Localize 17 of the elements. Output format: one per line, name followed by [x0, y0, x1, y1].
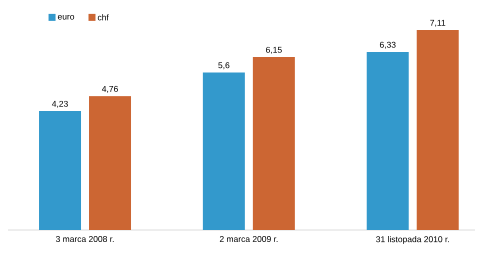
- bar: [252, 57, 295, 230]
- data-label: 4,76: [102, 86, 118, 93]
- x-tick-label: 31 listopada 2010 r.: [376, 236, 449, 244]
- legend-label: chf: [98, 14, 109, 20]
- legend-label: euro: [58, 14, 74, 20]
- bar: [366, 52, 409, 230]
- x-tick-label: 3 marca 2008 r.: [56, 236, 114, 242]
- bar: [416, 30, 459, 230]
- bar: [202, 72, 245, 230]
- bar: [39, 111, 82, 230]
- data-label: 7,11: [430, 20, 446, 27]
- data-label: 6,33: [380, 42, 396, 49]
- data-label: 6,15: [266, 46, 282, 54]
- data-label: 5,6: [218, 62, 230, 70]
- data-label: 4,23: [52, 100, 68, 108]
- bar: [89, 96, 132, 230]
- x-tick-label: 2 marca 2009 r.: [220, 236, 278, 242]
